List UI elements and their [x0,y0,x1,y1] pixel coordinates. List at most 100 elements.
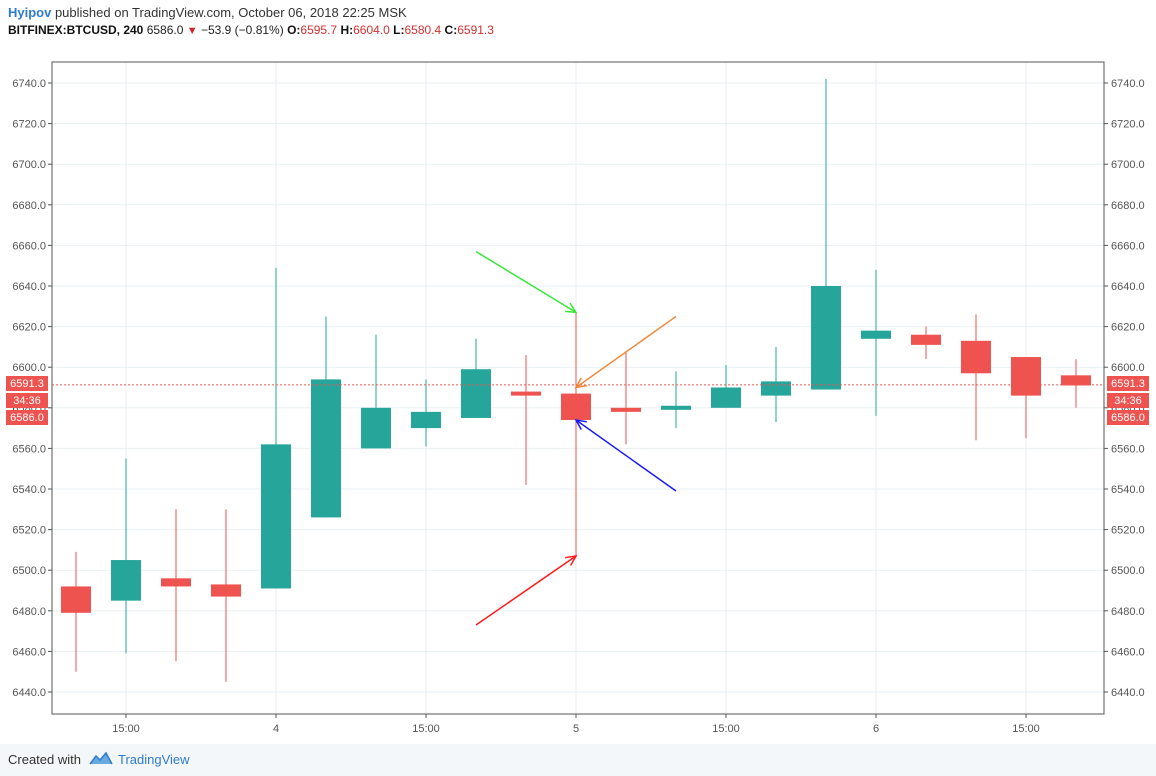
countdown-badge-right-bg [1107,393,1149,408]
candle-body [561,393,591,420]
y-tick-label-left: 6560.0 [12,443,46,455]
published-text: published on TradingView.com, October 06… [51,5,407,20]
y-tick-label-left: 6720.0 [12,119,46,131]
y-tick-label-right: 6620.0 [1111,322,1145,334]
arrow-green-head [564,302,578,314]
y-tick-label-right: 6520.0 [1111,525,1145,537]
y-tick-label-right: 6440.0 [1111,687,1145,699]
x-tick-label: 4 [273,723,279,735]
open-label: O: [287,23,301,37]
countdown-badge-left: 34:36 [13,395,41,407]
y-tick-label-right: 6660.0 [1111,240,1145,252]
publish-line: Hyipov published on TradingView.com, Oct… [8,5,407,20]
annotation-arrows [475,250,677,626]
arrow-green-shaft [475,250,577,314]
candle-body [111,560,141,601]
close-label: C: [444,23,458,37]
y-tick-label-right: 6640.0 [1111,281,1145,293]
chart-footer: Created with TradingView [0,744,1156,776]
candle-body [161,578,191,587]
y-tick-label-right: 6460.0 [1111,646,1145,658]
high-label: H: [340,23,354,37]
arrow-red-shaft [475,555,577,626]
y-tick-label-left: 6680.0 [12,200,46,212]
x-tick-label: 5 [573,723,579,735]
tradingview-link[interactable]: TradingView [118,752,190,767]
low-label: L: [393,23,405,37]
arrow-blue-head [574,418,587,430]
left-price-axis[interactable]: 6440.0 6460.0 6480.0 6500.0 6520.0 6540.0 6560… [12,78,52,699]
arrow-red-head [565,555,578,566]
y-tick-label-left: 6520.0 [12,525,46,537]
arrow-orange-head [574,377,587,389]
x-tick-label: 15:00 [712,723,740,735]
author-link[interactable]: Hyipov [8,5,52,20]
candle-body [61,586,91,613]
y-tick-label-left: 6500.0 [12,565,46,577]
last-badge-left: 6586.0 [10,412,44,424]
y-tick-label-left: 6460.0 [12,646,46,658]
candle-body [861,330,891,339]
last-badge-left-bg [6,410,48,425]
candlestick-chart[interactable]: 6440.0 6460.0 6480.0 6500.0 6520.0 6540.0 6560… [0,42,1156,744]
down-triangle-icon: ▼ [186,25,198,37]
time-axis[interactable]: 15:00 4 15:00 5 15:00 6 15:00 [112,714,1040,735]
candle-body [1061,375,1091,386]
y-tick-label-right: 6720.0 [1111,119,1145,131]
right-price-axis[interactable]: 6440.0 6460.0 6480.0 6500.0 6520.0 6540.0 6560… [1104,78,1145,699]
y-tick-label-left: 6640.0 [12,281,46,293]
candle-body [511,391,541,396]
y-tick-label-right: 6680.0 [1111,200,1145,212]
candle-body [961,340,991,374]
symbol-label: BITFINEX:BTCUSD, 240 [8,23,144,37]
candle-body [311,379,341,518]
y-tick-label-right: 6500.0 [1111,565,1145,577]
y-tick-label-right: 6600.0 [1111,362,1145,374]
price-line-badge-left-bg [6,376,48,391]
x-tick-label: 6 [873,723,879,735]
y-tick-label-left: 6480.0 [12,606,46,618]
chart-header: Hyipov published on TradingView.com, Oct… [0,0,1156,42]
y-tick-label-left: 6620.0 [12,322,46,334]
arrow-blue-shaft [575,419,677,492]
candle-body [1011,357,1041,396]
high-value: 6604.0 [353,23,390,37]
x-tick-label: 15:00 [112,723,140,735]
y-tick-label-right: 6480.0 [1111,606,1145,618]
candle-body [211,584,241,597]
y-tick-label-left: 6700.0 [12,159,46,171]
candle-body [261,444,291,589]
symbol-line: BITFINEX:BTCUSD, 240 6586.0 ▼ −53.9 (−0.… [8,23,494,37]
tradingview-logo-icon[interactable] [88,750,114,766]
y-tick-label-left: 6540.0 [12,484,46,496]
candle-body [361,407,391,449]
last-price: 6586.0 [146,23,184,37]
created-with-label: Created with [8,752,81,767]
candles [61,78,1091,682]
price-line-badge-right-bg [1107,376,1149,391]
y-tick-label-right: 6560.0 [1111,443,1145,455]
candle-body [661,405,691,410]
plot-border [51,61,1105,715]
last-badge-right-bg [1107,410,1149,425]
candle-body [611,407,641,412]
y-tick-label-left: 6600.0 [12,362,46,374]
open-value: 6595.7 [300,23,338,37]
close-value: 6591.3 [457,23,494,37]
arrow-red [475,555,578,626]
low-value: 6580.4 [404,23,442,37]
price-change: −53.9 (−0.81%) [200,23,284,37]
candle-body [811,286,841,390]
y-tick-label-left: 6660.0 [12,240,46,252]
plot-frame [51,61,1105,715]
countdown-badge-right: 34:36 [1114,395,1142,407]
y-tick-label-right: 6700.0 [1111,159,1145,171]
y-tick-label-left: 6440.0 [12,687,46,699]
y-tick-label-left: 6740.0 [12,78,46,90]
candle-body [761,381,791,396]
candle-body [911,334,941,345]
candle-body [461,369,491,418]
arrow-orange-shaft [575,315,677,389]
arrow-orange [574,315,677,389]
y-tick-label-right: 6540.0 [1111,484,1145,496]
